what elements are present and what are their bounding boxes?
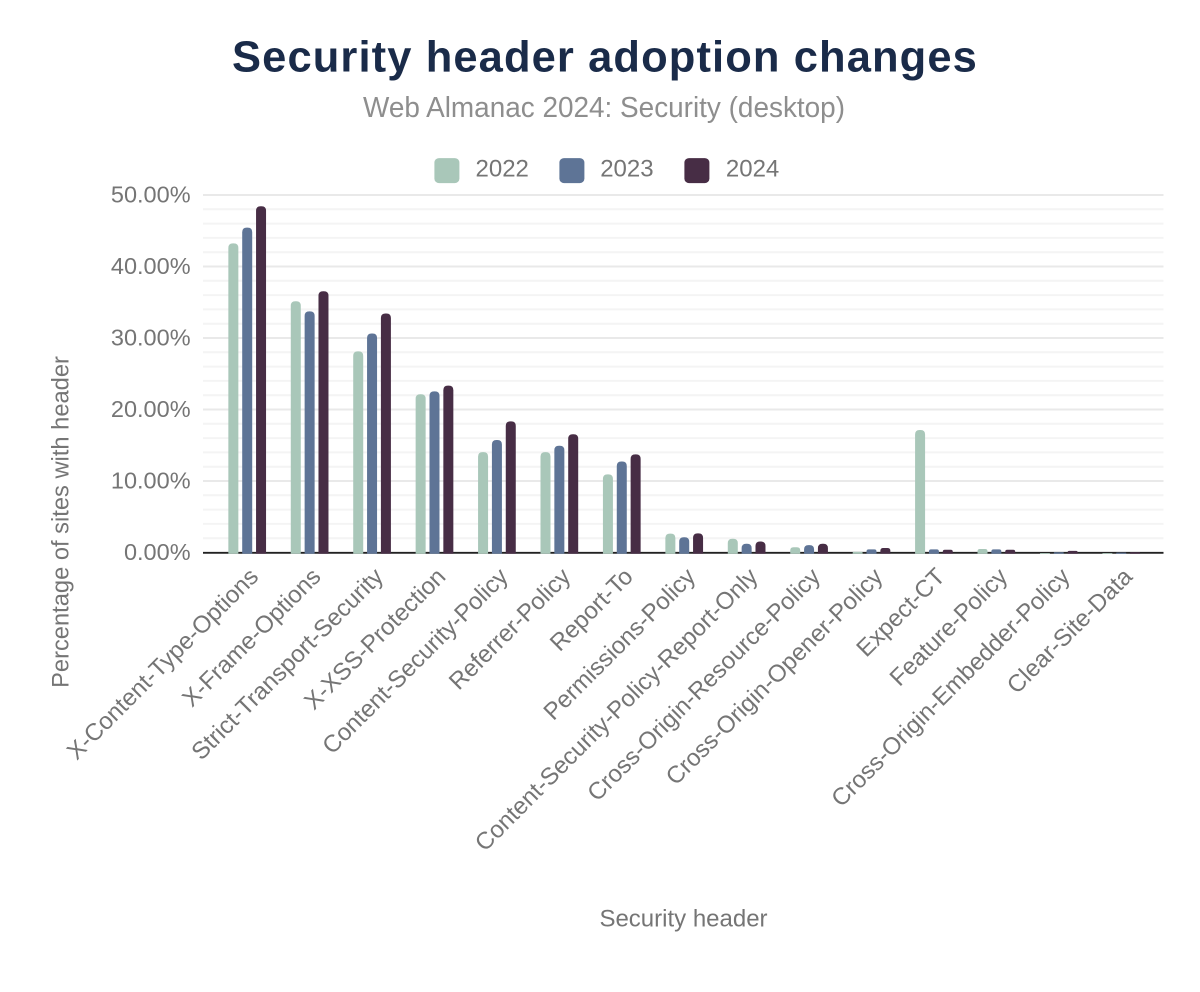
svg-text:Web Almanac 2024: Security (de: Web Almanac 2024: Security (desktop) (363, 92, 845, 124)
svg-text:20.00%: 20.00% (111, 396, 191, 422)
svg-text:2022: 2022 (476, 155, 529, 182)
svg-text:Security header: Security header (599, 906, 767, 933)
svg-text:0.00%: 0.00% (124, 539, 191, 565)
svg-text:Percentage of sites with heade: Percentage of sites with header (49, 356, 75, 688)
svg-text:30.00%: 30.00% (111, 324, 191, 350)
svg-text:50.00%: 50.00% (111, 181, 191, 207)
svg-text:10.00%: 10.00% (111, 467, 191, 493)
svg-text:Security header adoption chang: Security header adoption changes (232, 34, 978, 82)
svg-text:2024: 2024 (726, 155, 779, 182)
svg-text:2023: 2023 (600, 155, 653, 182)
svg-text:40.00%: 40.00% (111, 253, 191, 279)
